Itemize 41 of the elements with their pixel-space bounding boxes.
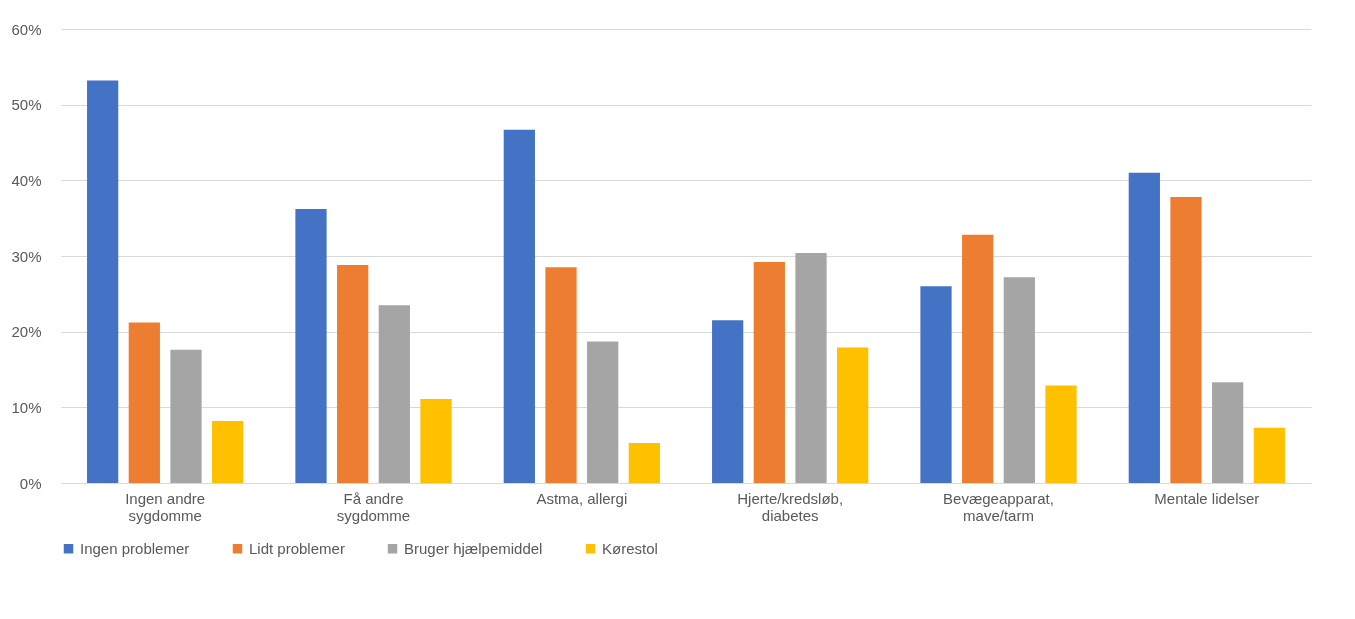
bar — [545, 267, 577, 483]
bar — [1128, 172, 1160, 483]
bar — [587, 341, 619, 483]
bar — [87, 80, 119, 483]
bar — [1253, 427, 1285, 483]
bar — [337, 265, 369, 483]
bar — [503, 129, 535, 483]
bar — [712, 320, 744, 483]
bar — [420, 399, 452, 483]
y-tick-label: 20% — [11, 323, 42, 341]
bar — [628, 442, 660, 483]
y-tick-label: 50% — [11, 96, 42, 114]
x-tick-label: Astma, allergi — [536, 489, 628, 507]
y-tick-label: 60% — [11, 20, 42, 38]
bar — [753, 262, 785, 483]
legend-label: Kørestol — [602, 539, 658, 557]
legend-label: Lidt problemer — [249, 539, 345, 557]
x-tick-label: Ingen andre sygdomme — [125, 489, 206, 524]
x-tick-label: Hjerte/kredsløb, diabetes — [737, 489, 844, 524]
bar — [1003, 277, 1035, 483]
y-tick-label: 10% — [11, 398, 42, 416]
bar — [837, 347, 869, 483]
bar — [295, 209, 327, 483]
legend-label: Ingen problemer — [80, 539, 190, 557]
y-tick-label: 40% — [11, 171, 42, 189]
y-tick-label: 30% — [11, 247, 42, 265]
bar — [962, 234, 994, 483]
x-tick-label: Bevægeapparat, mave/tarm — [943, 489, 1054, 524]
bar — [170, 349, 202, 483]
x-tick-label: Mentale lidelser — [1154, 489, 1260, 507]
bar — [128, 322, 160, 483]
bar — [920, 286, 952, 483]
bar — [212, 420, 244, 483]
bar — [1045, 385, 1077, 483]
y-tick-label: 0% — [19, 474, 42, 492]
legend-label: Bruger hjælpemiddel — [404, 539, 543, 557]
bar — [1212, 382, 1244, 483]
bar — [378, 305, 410, 483]
bar — [795, 252, 827, 483]
bar — [1170, 196, 1202, 483]
x-tick-label: Få andre sygdomme — [336, 489, 411, 524]
